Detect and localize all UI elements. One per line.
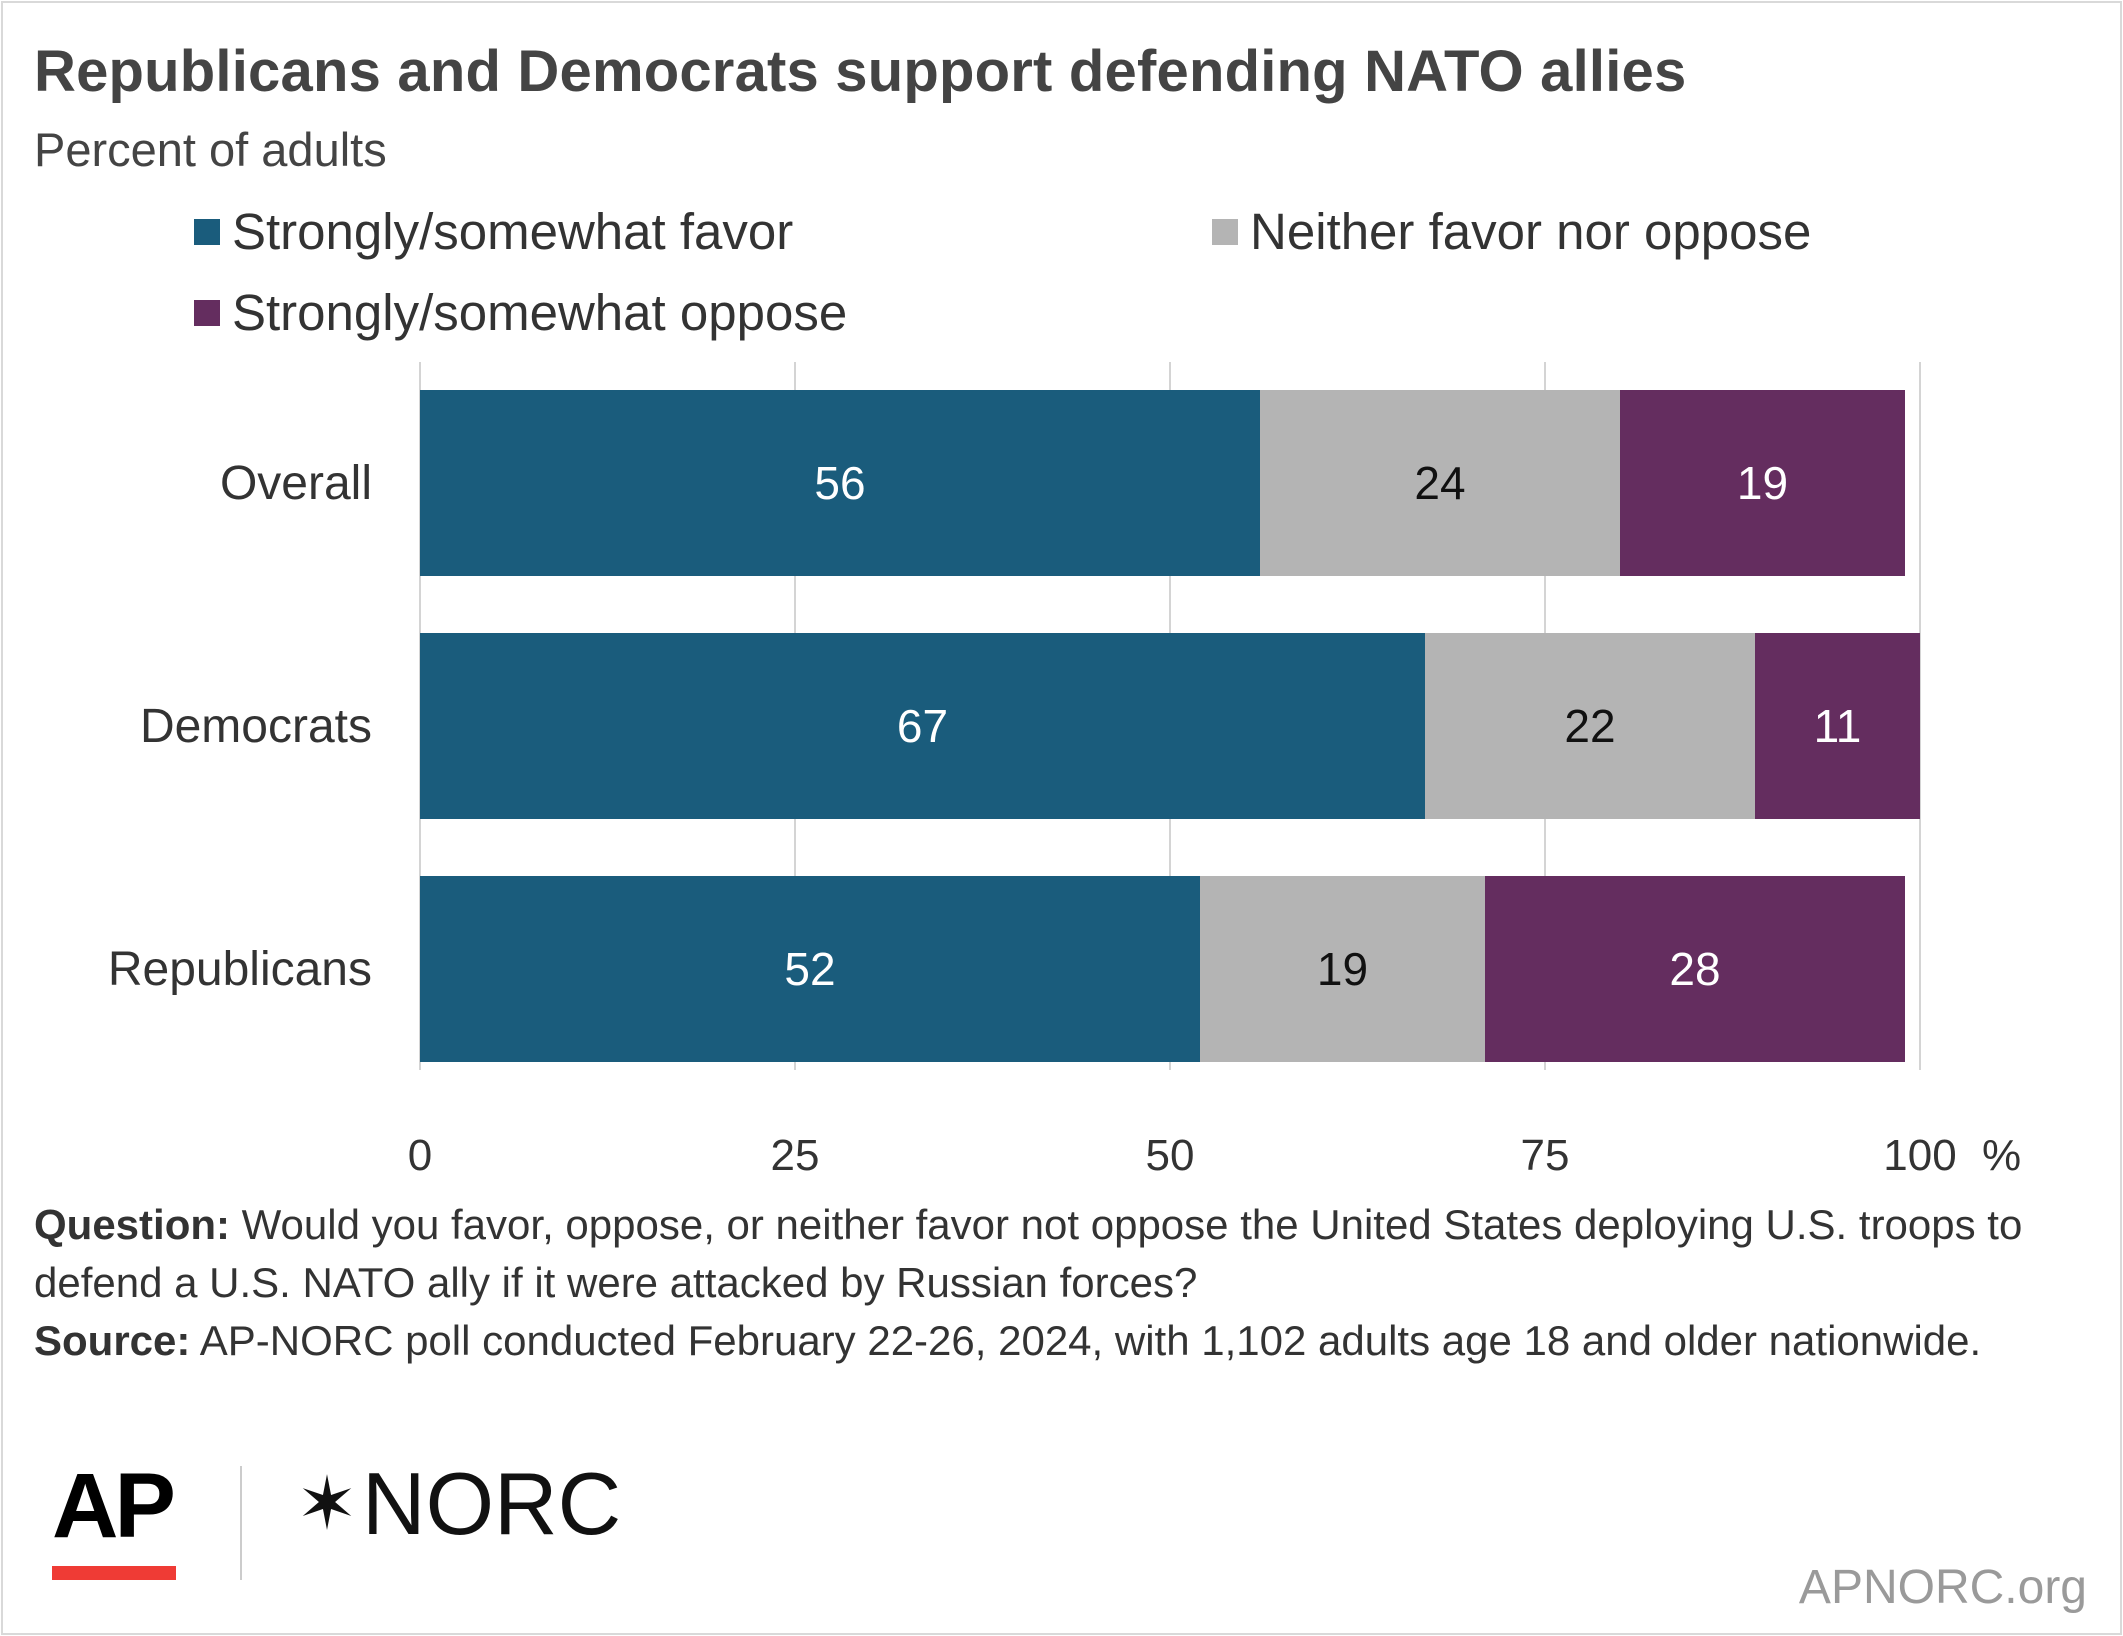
x-tick-label: 75 bbox=[1521, 1131, 1570, 1180]
norc-logo: ✶ NORC bbox=[296, 1460, 621, 1548]
data-label: 52 bbox=[784, 943, 835, 995]
x-tick-label: 100 bbox=[1883, 1131, 1956, 1180]
logo-divider bbox=[240, 1466, 242, 1580]
legend-label-oppose: Strongly/somewhat oppose bbox=[232, 284, 848, 341]
bar-segment bbox=[420, 633, 1425, 819]
bar-segment bbox=[1620, 390, 1905, 576]
legend-item-favor: Strongly/somewhat favor bbox=[194, 202, 793, 261]
bar-segment bbox=[420, 390, 1260, 576]
star-icon: ✶ bbox=[296, 1462, 359, 1545]
bar-segment bbox=[1755, 633, 1920, 819]
legend-swatch-neither bbox=[1212, 218, 1238, 245]
bar-segment bbox=[1425, 633, 1755, 819]
norc-logo-text: NORC bbox=[362, 1454, 622, 1553]
category-label: Republicans bbox=[108, 943, 372, 996]
question-label: Question: bbox=[34, 1201, 230, 1248]
data-label: 28 bbox=[1669, 943, 1720, 995]
site-link[interactable]: APNORC.org bbox=[1798, 1561, 2087, 1614]
chart-notes: Question: Would you favor, oppose, or ne… bbox=[34, 1196, 2094, 1370]
ap-logo: AP bbox=[52, 1455, 176, 1557]
category-label: Overall bbox=[220, 457, 372, 510]
legend-item-oppose: Strongly/somewhat oppose bbox=[194, 283, 847, 342]
x-tick-label: 25 bbox=[771, 1131, 820, 1180]
legend-label-neither: Neither favor nor oppose bbox=[1250, 203, 1812, 260]
ap-logo-underline bbox=[52, 1566, 176, 1580]
question-note: Question: Would you favor, oppose, or ne… bbox=[34, 1196, 2094, 1312]
x-tick-label: 0 bbox=[408, 1131, 432, 1180]
legend-swatch-favor bbox=[194, 218, 220, 245]
data-label: 67 bbox=[897, 700, 948, 752]
data-label: 11 bbox=[1814, 700, 1862, 752]
bar-segment bbox=[1200, 876, 1485, 1062]
chart-title: Republicans and Democrats support defend… bbox=[34, 39, 1687, 104]
category-label: Democrats bbox=[140, 700, 372, 753]
source-note: Source: AP-NORC poll conducted February … bbox=[34, 1312, 2094, 1370]
source-text: AP-NORC poll conducted February 22-26, 2… bbox=[190, 1317, 1982, 1364]
chart-subtitle: Percent of adults bbox=[34, 123, 387, 176]
data-label: 22 bbox=[1564, 700, 1615, 752]
data-label: 56 bbox=[814, 457, 865, 509]
legend-item-neither: Neither favor nor oppose bbox=[1212, 202, 1811, 261]
question-text: Would you favor, oppose, or neither favo… bbox=[34, 1201, 2023, 1306]
data-label: 19 bbox=[1737, 457, 1788, 509]
legend-label-favor: Strongly/somewhat favor bbox=[232, 203, 794, 260]
x-axis-unit: % bbox=[1982, 1131, 2021, 1180]
data-label: 19 bbox=[1317, 943, 1368, 995]
bar-segment bbox=[1260, 390, 1620, 576]
bar-segment bbox=[420, 876, 1200, 1062]
source-label: Source: bbox=[34, 1317, 191, 1364]
bar-segment bbox=[1485, 876, 1905, 1062]
stacked-bar-chart: 0 25 50 75 100 % Overall 56 24 19 Democrats 67 22 11 R… bbox=[108, 362, 2021, 1180]
legend-swatch-oppose bbox=[194, 299, 220, 326]
x-tick-label: 50 bbox=[1146, 1131, 1195, 1180]
data-label: 24 bbox=[1414, 457, 1465, 509]
